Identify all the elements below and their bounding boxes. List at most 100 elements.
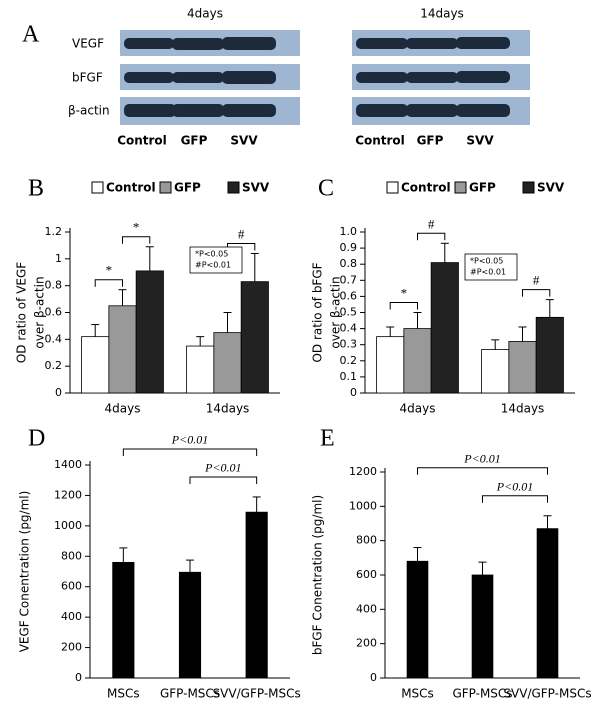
- bar: [481, 349, 510, 394]
- y-tick-label: 0: [55, 386, 62, 399]
- bracket: [122, 236, 151, 244]
- error-bar: [491, 339, 500, 350]
- panel-letter: D: [28, 426, 45, 452]
- bar: [213, 332, 242, 394]
- y-tick-label: 0.2: [340, 354, 358, 367]
- error-bar: [118, 289, 127, 306]
- error-bar: [543, 515, 552, 529]
- annotation: P<0.01: [204, 461, 241, 475]
- x-tick-label: 4days: [400, 402, 436, 416]
- x-tick-label: 14days: [206, 402, 250, 416]
- y-tick-label: 600: [61, 580, 82, 593]
- bar: [245, 511, 268, 679]
- bar: [112, 561, 135, 679]
- error-bar: [186, 559, 194, 573]
- note: *P<0.05: [195, 250, 228, 259]
- bar: [240, 281, 269, 394]
- blot-row-label: VEGF: [72, 37, 104, 51]
- y-tick-label: 400: [356, 602, 377, 615]
- bracket: [122, 448, 258, 456]
- chart: D VEGF Conentration (pg/ml) 0 200 400 600 800 1…: [18, 426, 301, 701]
- error-bar: [518, 326, 527, 342]
- y-tick-label: 1: [55, 252, 62, 265]
- y-tick-label: 0.3: [340, 338, 358, 351]
- y-tick-label: 1000: [349, 499, 377, 512]
- annotation: #: [238, 226, 245, 241]
- y-tick-label: 800: [61, 549, 82, 562]
- chart: B OD ratio of VEGF over β-actin 0 0.2 0.4 0.6 0…: [15, 176, 280, 416]
- y-tick-label: 0: [75, 671, 82, 684]
- error-bar: [478, 561, 487, 575]
- legend-label: Control: [401, 181, 451, 195]
- note-box: [464, 253, 518, 281]
- panel-letter: C: [318, 176, 334, 202]
- bar: [536, 528, 559, 679]
- note: #P<0.01: [195, 261, 231, 270]
- bar: [108, 305, 137, 394]
- y-tick-label: 0.8: [45, 279, 63, 292]
- legend-label: SVV: [242, 181, 270, 195]
- lane-label: SVV: [230, 134, 258, 148]
- legend-label: GFP: [469, 181, 496, 195]
- error-bar: [223, 312, 232, 333]
- panel-letter: A: [22, 22, 40, 48]
- y-tick-label: 400: [61, 610, 82, 623]
- y-axis-label: VEGF Conentration (pg/ml): [18, 491, 32, 653]
- legend-swatch: [91, 181, 104, 194]
- note-box: [189, 246, 243, 274]
- panel-letter: B: [28, 176, 44, 202]
- bar: [406, 560, 429, 679]
- blot-row-label: β-actin: [68, 104, 110, 118]
- x-tick-label: 4days: [105, 402, 141, 416]
- y-tick-label: 600: [356, 568, 377, 581]
- panel-letter: E: [320, 426, 335, 452]
- bar: [186, 345, 215, 394]
- blot-title: 4days: [187, 7, 223, 21]
- annotation: #: [533, 273, 540, 288]
- bar: [81, 336, 110, 394]
- y-tick-label: 1200: [349, 465, 377, 478]
- y-tick-label: 0.8: [340, 257, 358, 270]
- x-tick-label: MSCs: [401, 687, 434, 701]
- bracket: [417, 467, 548, 475]
- legend-swatch: [386, 181, 399, 194]
- x-tick-label: 14days: [501, 402, 545, 416]
- y-tick-label: 0.6: [340, 289, 358, 302]
- x-tick-label: SVV/GFP-MSCs: [213, 687, 301, 701]
- y-tick-label: 1200: [54, 488, 82, 501]
- blot-panel: A 4days 14days VEGF bFGF β-actin Control…: [22, 7, 530, 148]
- error-bar: [250, 252, 259, 282]
- legend-swatch: [227, 181, 240, 194]
- bracket: [189, 476, 258, 484]
- blot-image: [120, 30, 530, 125]
- x-tick-label: MSCs: [107, 687, 140, 701]
- y-tick-label: 200: [356, 637, 377, 650]
- lane-label: GFP: [417, 134, 444, 148]
- y-tick-label: 0.7: [340, 273, 358, 286]
- bracket: [417, 232, 446, 241]
- legend-label: GFP: [174, 181, 201, 195]
- y-tick-label: 1000: [54, 519, 82, 532]
- bracket: [482, 495, 548, 503]
- lane-label: SVV: [466, 134, 494, 148]
- bracket: [389, 302, 418, 310]
- x-tick-label: GFP-MSCs: [452, 687, 512, 701]
- note: *P<0.05: [470, 257, 503, 266]
- error-bar: [119, 547, 128, 563]
- bracket: [94, 279, 123, 287]
- x-tick-label: SVV/GFP-MSCs: [503, 687, 591, 701]
- y-tick-label: 0.2: [45, 359, 63, 372]
- annotation: P<0.01: [463, 452, 500, 466]
- legend-label: Control: [106, 181, 156, 195]
- chart: C OD ratio of bFGF over β-actin 0 0.1 0.2 0.3 0…: [311, 176, 575, 416]
- error-bar: [145, 246, 154, 271]
- error-bar: [196, 336, 205, 347]
- note: #P<0.01: [470, 268, 506, 277]
- y-tick-label: 1400: [54, 458, 82, 471]
- y-axis-label: OD ratio of bFGF: [311, 262, 325, 362]
- y-tick-label: 800: [356, 534, 377, 547]
- y-axis-label: over β-actin: [329, 276, 343, 348]
- y-axis-label: bFGF Conentration (pg/ml): [311, 495, 325, 655]
